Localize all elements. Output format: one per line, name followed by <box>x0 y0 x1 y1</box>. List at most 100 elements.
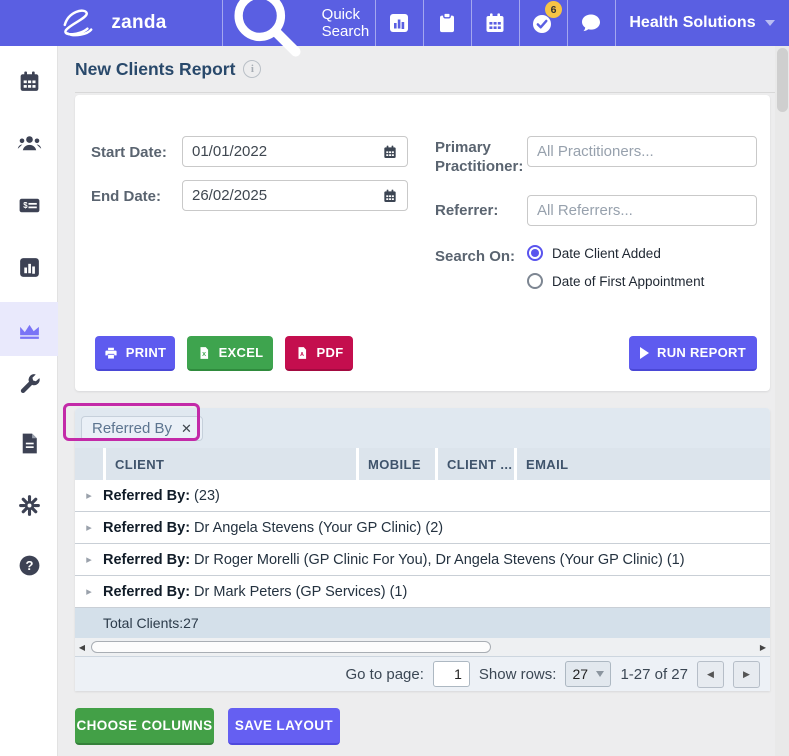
radio-date-client-added[interactable]: Date Client Added <box>527 245 661 261</box>
total-clients-row: Total Clients:27 <box>75 608 770 638</box>
left-sidebar: $ <box>0 46 58 756</box>
column-header-client2[interactable]: CLIENT ... <box>438 448 514 480</box>
show-rows-label: Show rows: <box>478 665 557 683</box>
divider <box>519 0 520 46</box>
pdf-button[interactable]: A PDF <box>285 336 353 371</box>
column-header-expander <box>75 448 103 480</box>
brand-name: zanda <box>111 12 167 33</box>
radio-selected-icon[interactable] <box>527 245 543 261</box>
practitioner-field <box>527 136 757 167</box>
vertical-scrollbar[interactable] <box>775 46 789 756</box>
sidebar-item-analytics[interactable] <box>0 302 58 356</box>
end-date-label: End Date: <box>91 188 162 205</box>
svg-text:?: ? <box>25 558 33 573</box>
calendar-icon[interactable] <box>382 188 398 204</box>
referrer-input[interactable] <box>537 202 747 219</box>
group-by-bar: Referred By ✕ <box>75 408 770 448</box>
table-header: CLIENT MOBILE CLIENT ... EMAIL <box>75 448 770 480</box>
previous-page-button[interactable] <box>697 660 724 688</box>
calendar-icon <box>486 13 504 32</box>
top-navbar: zanda Quick Search <box>0 0 789 57</box>
group-chip-label: Referred By <box>92 419 173 437</box>
clients-icon <box>17 135 41 150</box>
run-report-button[interactable]: RUN REPORT <box>629 336 757 371</box>
scrollbar-thumb[interactable] <box>91 641 491 653</box>
scrollbar-thumb[interactable] <box>776 48 788 112</box>
account-menu[interactable]: Health Solutions <box>615 0 789 46</box>
main-content: New Clients Report i Start Date: End Dat… <box>58 46 789 756</box>
next-page-button[interactable] <box>733 660 760 688</box>
horizontal-scrollbar <box>75 638 770 656</box>
reports-nav-button[interactable] <box>375 0 423 46</box>
print-button[interactable]: PRINT <box>95 336 175 371</box>
save-layout-button[interactable]: SAVE LAYOUT <box>228 708 340 745</box>
practitioner-input[interactable] <box>537 143 747 160</box>
brand-logo[interactable]: zanda <box>0 0 222 46</box>
caret-down-icon <box>596 671 605 677</box>
printer-icon <box>105 347 117 359</box>
start-date-input[interactable] <box>192 143 376 160</box>
help-icon: ? <box>19 555 39 575</box>
divider <box>375 0 376 46</box>
chat-icon <box>582 14 600 32</box>
choose-columns-button[interactable]: CHOOSE COLUMNS <box>75 708 214 745</box>
page-number-input[interactable] <box>432 661 470 687</box>
info-icon[interactable]: i <box>243 60 262 78</box>
excel-button[interactable]: X EXCEL <box>187 336 273 371</box>
area-chart-icon <box>19 324 39 339</box>
remove-group-icon[interactable]: ✕ <box>181 420 192 436</box>
divider <box>615 0 616 46</box>
pagination-bar: Go to page: Show rows: 27 1-27 of 27 <box>75 656 770 691</box>
sidebar-item-tools[interactable] <box>0 358 58 408</box>
expand-caret-icon[interactable] <box>75 521 103 534</box>
page-title: New Clients Report <box>75 58 236 79</box>
divider <box>471 0 472 46</box>
caret-down-icon <box>764 20 775 26</box>
sidebar-item-templates[interactable] <box>0 418 58 468</box>
group-row[interactable]: Referred By: Dr Roger Morelli (GP Clinic… <box>75 544 770 576</box>
search-icon <box>234 0 301 57</box>
calendar-icon[interactable] <box>382 144 398 160</box>
column-header-email[interactable]: EMAIL <box>517 448 770 480</box>
sidebar-item-help[interactable]: ? <box>0 540 58 590</box>
column-header-client[interactable]: CLIENT <box>106 448 356 480</box>
wrench-icon <box>20 373 40 393</box>
end-date-input[interactable] <box>192 187 376 204</box>
quick-search-label: Quick Search <box>321 6 370 40</box>
pdf-file-icon: A <box>298 346 306 359</box>
sidebar-item-settings[interactable] <box>0 480 58 530</box>
expand-caret-icon[interactable] <box>75 553 103 566</box>
scroll-right-icon[interactable] <box>756 643 770 652</box>
expand-caret-icon[interactable] <box>75 585 103 598</box>
notes-nav-button[interactable] <box>423 0 471 46</box>
tasks-nav-button[interactable]: 6 <box>519 0 567 46</box>
tasks-badge: 6 <box>545 1 562 18</box>
messages-nav-button[interactable] <box>567 0 615 46</box>
group-chip-referred-by[interactable]: Referred By ✕ <box>81 415 203 441</box>
column-header-mobile[interactable]: MOBILE <box>359 448 435 480</box>
svg-text:$: $ <box>23 201 28 210</box>
referrer-label: Referrer: <box>435 202 499 219</box>
sidebar-item-calendar[interactable] <box>0 56 58 106</box>
rows-per-page-select[interactable]: 27 <box>565 661 612 687</box>
excel-file-icon: X <box>200 346 208 359</box>
group-row[interactable]: Referred By: (23) <box>75 480 770 512</box>
group-row[interactable]: Referred By: Dr Mark Peters (GP Services… <box>75 576 770 608</box>
group-row[interactable]: Referred By: Dr Angela Stevens (Your GP … <box>75 512 770 544</box>
sidebar-item-invoices[interactable]: $ <box>0 180 58 230</box>
start-date-field <box>182 136 408 167</box>
sidebar-item-reports[interactable] <box>0 242 58 292</box>
divider <box>222 0 223 46</box>
page-header: New Clients Report i <box>75 46 775 93</box>
radio-date-first-appointment[interactable]: Date of First Appointment <box>527 273 704 289</box>
scroll-left-icon[interactable] <box>75 643 89 652</box>
scrollbar-track[interactable] <box>89 640 756 654</box>
sidebar-item-clients[interactable] <box>0 118 58 168</box>
divider <box>567 0 568 46</box>
practitioner-label: Primary Practitioner: <box>435 139 524 175</box>
calendar-nav-button[interactable] <box>471 0 519 46</box>
quick-search-button[interactable]: Quick Search <box>222 0 375 57</box>
search-on-label: Search On: <box>435 248 516 265</box>
expand-caret-icon[interactable] <box>75 489 103 502</box>
radio-unselected-icon[interactable] <box>527 273 543 289</box>
